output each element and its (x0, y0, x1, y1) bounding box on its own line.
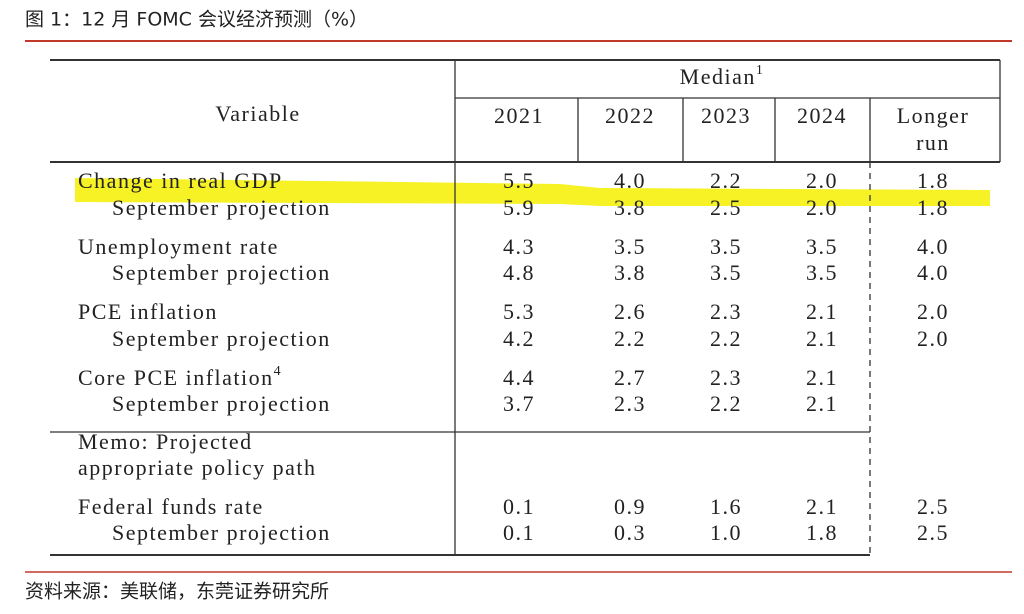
cell-value: 4.0 (917, 260, 949, 285)
cell-value: 5.5 (503, 168, 535, 193)
year-header: 2021 (494, 103, 544, 128)
row-label: PCE inflation (78, 299, 218, 324)
row-label: Unemployment rate (78, 234, 279, 259)
year-header: 2022 (605, 103, 655, 128)
cell-value: 2.2 (710, 326, 742, 351)
cell-value: 0.1 (503, 494, 535, 519)
label: September projection (112, 260, 331, 285)
cell-value: 2.5 (917, 520, 949, 545)
label: September projection (112, 391, 331, 416)
variable-header: Variable (215, 101, 300, 126)
label: Federal funds rate (78, 494, 264, 519)
cell-value: 2.2 (710, 391, 742, 416)
memo-label: appropriate policy path (78, 455, 317, 480)
cell-value: 2.3 (710, 365, 742, 390)
cell-value: 1.8 (917, 168, 949, 193)
memo-label: Memo: Projected (78, 429, 253, 454)
cell-value: 3.8 (614, 260, 646, 285)
table-frame (50, 59, 1001, 556)
cell-value: 5.9 (503, 195, 535, 220)
highlight (75, 178, 990, 206)
longer-run-header: run (916, 130, 950, 155)
cell-value: 2.5 (710, 195, 742, 220)
cell-value: 3.7 (503, 391, 535, 416)
label-note: 4 (274, 364, 283, 379)
median-note: 1 (756, 63, 765, 78)
cell-value: 4.0 (917, 234, 949, 259)
row-label: Federal funds rate (78, 494, 264, 519)
cell-value: 2.0 (806, 195, 838, 220)
row-label: September projection (112, 326, 331, 351)
row-label: September projection (112, 391, 331, 416)
cell-value: 2.1 (806, 494, 838, 519)
label: Unemployment rate (78, 234, 279, 259)
cell-value: 2.7 (614, 365, 646, 390)
source: 资料来源：美联储，东莞证券研究所 (25, 581, 329, 603)
label: September projection (112, 520, 331, 545)
cell-value: 1.0 (710, 520, 742, 545)
cell-value: 2.0 (917, 326, 949, 351)
label: PCE inflation (78, 299, 218, 324)
cell-value: 4.2 (503, 326, 535, 351)
cell-value: 4.8 (503, 260, 535, 285)
label: September projection (112, 326, 331, 351)
median-label: Median (680, 64, 756, 89)
cell-value: 0.3 (614, 520, 646, 545)
cell-value: 0.1 (503, 520, 535, 545)
row-label: September projection (112, 260, 331, 285)
cell-value: 1.6 (710, 494, 742, 519)
cell-value: 2.0 (917, 299, 949, 324)
cell-value: 4.0 (614, 168, 646, 193)
cell-value: 2.3 (614, 391, 646, 416)
cell-value: 4.4 (503, 365, 535, 390)
cell-value: 2.6 (614, 299, 646, 324)
cell-value: 2.1 (806, 299, 838, 324)
cell-value: 3.8 (614, 195, 646, 220)
cell-value: 2.2 (614, 326, 646, 351)
cell-value: 3.5 (806, 260, 838, 285)
median-header: Median1 (680, 63, 765, 89)
year-header: 2024 (797, 103, 847, 128)
row-label: September projection (112, 520, 331, 545)
cell-value: 3.5 (710, 234, 742, 259)
label: September projection (112, 195, 331, 220)
cell-value: 4.3 (503, 234, 535, 259)
cell-value: 0.9 (614, 494, 646, 519)
cell-value: 1.8 (917, 195, 949, 220)
row-label: September projection (112, 195, 331, 220)
cell-value: 5.3 (503, 299, 535, 324)
cell-value: 2.1 (806, 391, 838, 416)
cell-value: 1.8 (806, 520, 838, 545)
cell-value: 2.3 (710, 299, 742, 324)
row-label: Change in real GDP (78, 168, 283, 193)
row-label: Core PCE inflation4 (78, 364, 282, 390)
cell-value: 3.5 (710, 260, 742, 285)
cell-value: 2.2 (710, 168, 742, 193)
label: Change in real GDP (78, 168, 283, 193)
cell-value: 2.5 (917, 494, 949, 519)
figure-title: 图 1：12 月 FOMC 会议经济预测（%） (25, 9, 368, 31)
cell-value: 3.5 (806, 234, 838, 259)
cell-value: 3.5 (614, 234, 646, 259)
label: Core PCE inflation (78, 365, 274, 390)
cell-value: 2.1 (806, 365, 838, 390)
cell-value: 2.1 (806, 326, 838, 351)
longer-run-header: Longer (897, 103, 970, 128)
cell-value: 2.0 (806, 168, 838, 193)
year-header: 2023 (701, 103, 751, 128)
